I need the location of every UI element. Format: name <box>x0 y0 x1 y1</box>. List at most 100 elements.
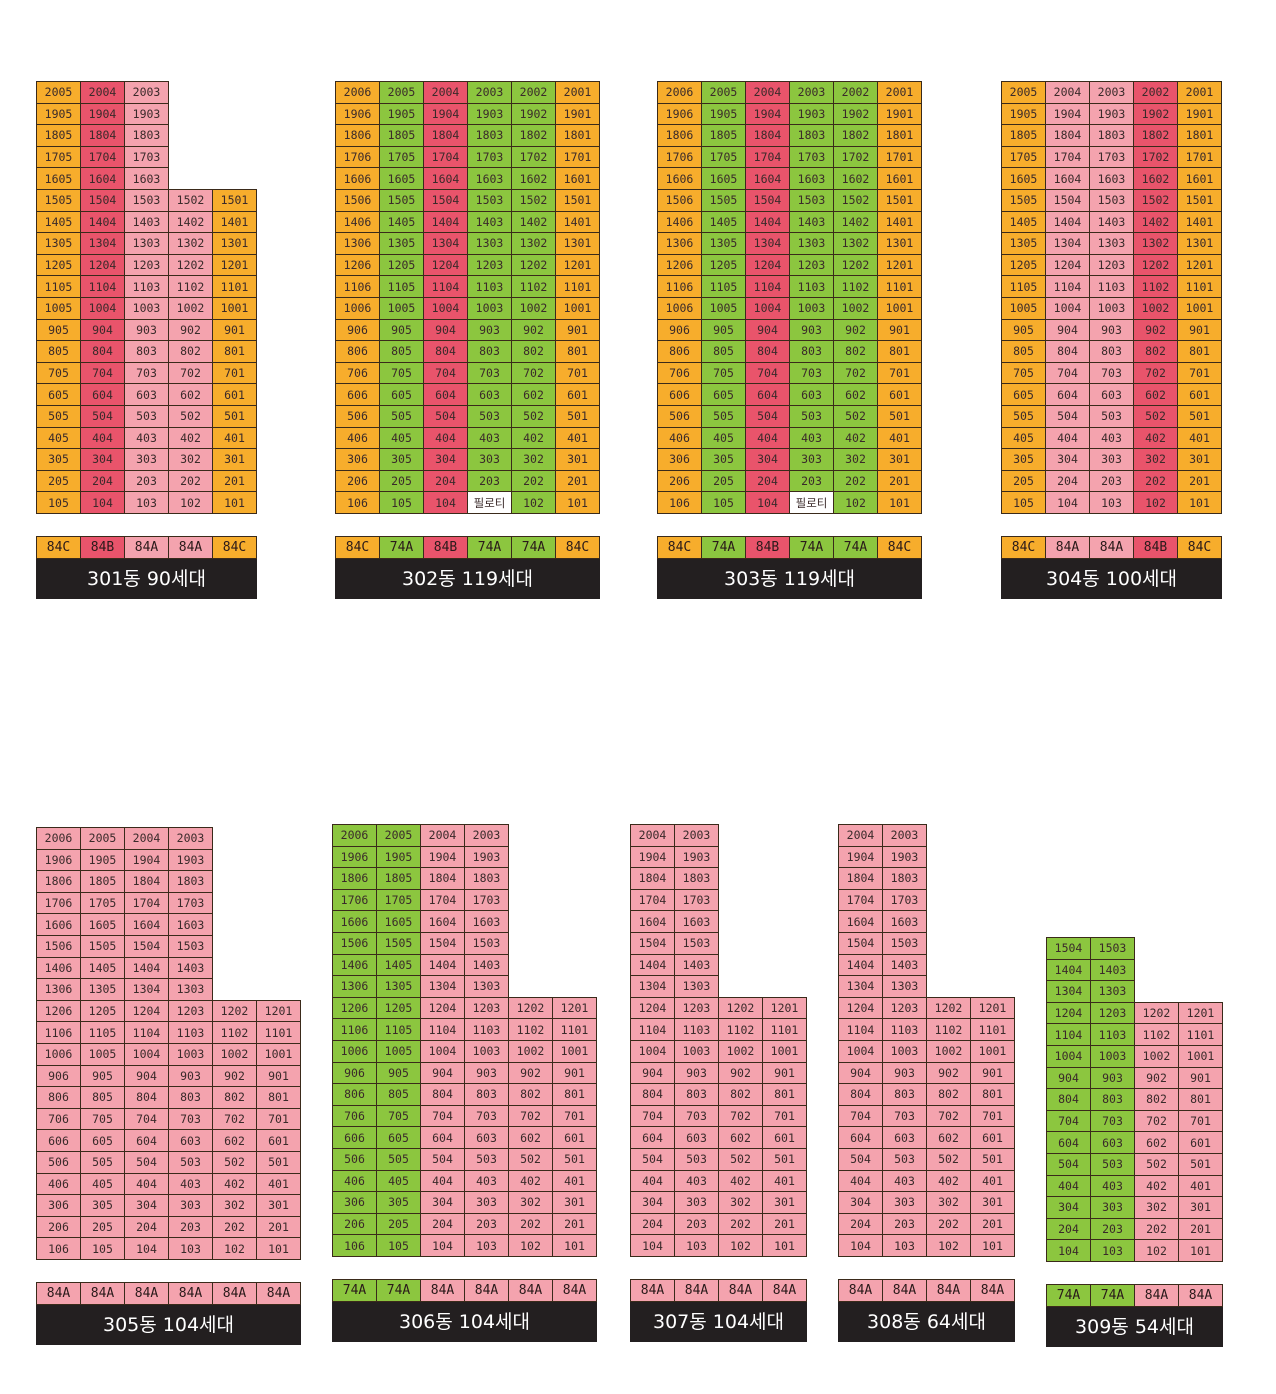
unit-cell: 201 <box>555 469 600 493</box>
unit-cell: 1204 <box>745 253 790 277</box>
unit-type-cell: 84C <box>335 535 380 559</box>
empty-cell <box>971 889 1015 911</box>
empty-cell <box>213 957 257 979</box>
unit-cell: 401 <box>1178 1174 1223 1198</box>
unit-cell: 1205 <box>376 996 421 1020</box>
empty-cell <box>213 103 257 125</box>
unit-cell: 1201 <box>1177 253 1222 277</box>
unit-type-cell: 84A <box>762 1278 807 1302</box>
unit-cell: 1103 <box>467 275 512 298</box>
unit-cell: 1604 <box>80 167 125 190</box>
building-307: 2004 2003 1904 1903 1804 1803 1704 1703 1604 1603… <box>630 824 807 1342</box>
unit-cell: 105 <box>376 1234 421 1257</box>
unit-cell: 401 <box>256 1172 301 1196</box>
unit-cell: 705 <box>379 361 424 385</box>
unit-cell: 1004 <box>420 1039 465 1063</box>
unit-cell: 2003 <box>882 824 927 847</box>
unit-cell: 1504 <box>1045 188 1090 212</box>
unit-cell: 1002 <box>511 296 556 320</box>
unit-cell: 2004 <box>630 824 675 847</box>
unit-cell: 1604 <box>124 913 169 936</box>
unit-cell: 104 <box>838 1234 883 1257</box>
unit-cell: 506 <box>657 404 702 428</box>
unit-cell: 1104 <box>630 1018 675 1041</box>
unit-cell: 1901 <box>555 102 600 126</box>
unit-cell: 1804 <box>630 867 675 890</box>
unit-cell: 401 <box>552 1169 597 1193</box>
unit-cell: 802 <box>1134 1088 1179 1111</box>
unit-cell: 1906 <box>332 845 377 869</box>
unit-cell: 503 <box>674 1147 719 1171</box>
unit-cell: 1901 <box>877 102 922 126</box>
unit-cell: 204 <box>80 469 125 493</box>
unit-cell: 201 <box>1178 1217 1223 1241</box>
unit-cell: 501 <box>256 1150 301 1174</box>
unit-cell: 1003 <box>789 296 834 320</box>
unit-cell: 904 <box>420 1061 465 1085</box>
unit-cell: 2003 <box>464 824 509 847</box>
unit-cell: 401 <box>877 426 922 450</box>
unit-cell: 301 <box>1177 448 1222 471</box>
unit-cell: 1504 <box>420 931 465 955</box>
unit-cell: 1104 <box>80 275 125 298</box>
unit-cell: 1702 <box>833 145 878 169</box>
unit-type-row: 84C 74A 84B 74A 74A 84C <box>657 535 922 559</box>
building-label: 306동 104세대 <box>332 1301 597 1342</box>
unit-cell: 405 <box>701 426 746 450</box>
unit-cell: 903 <box>1089 318 1134 342</box>
unit-cell: 1605 <box>80 913 125 936</box>
unit-cell: 105 <box>1001 491 1046 514</box>
unit-cell: 1402 <box>511 210 556 234</box>
unit-type-cell: 84A <box>552 1278 597 1302</box>
unit-cell: 603 <box>467 383 512 406</box>
unit-cell: 904 <box>1046 1066 1091 1090</box>
unit-cell: 702 <box>168 361 213 385</box>
unit-cell: 1906 <box>657 102 702 126</box>
unit-cell: 1706 <box>335 145 380 169</box>
unit-grid: 2005 2004 2003 2002 2001 1905 1904 1903 1902 1901… <box>1001 81 1222 514</box>
empty-cell <box>213 871 257 893</box>
unit-cell: 103 <box>674 1234 719 1257</box>
unit-type-cell: 84C <box>36 535 81 559</box>
unit-cell: 1006 <box>335 296 380 320</box>
unit-cell: 902 <box>926 1061 971 1085</box>
unit-cell: 1705 <box>1001 145 1046 169</box>
unit-cell: 2005 <box>80 827 125 850</box>
unit-cell: 203 <box>1089 469 1134 493</box>
unit-cell: 2006 <box>332 824 377 847</box>
unit-cell: 1203 <box>467 253 512 277</box>
unit-cell: 104 <box>124 1237 169 1260</box>
unit-type-cell: 84A <box>464 1278 509 1302</box>
unit-cell: 602 <box>833 383 878 406</box>
empty-cell <box>971 932 1015 954</box>
unit-cell: 1101 <box>762 1018 807 1041</box>
unit-cell: 1303 <box>1089 232 1134 255</box>
unit-cell: 401 <box>762 1169 807 1193</box>
unit-cell: 1402 <box>833 210 878 234</box>
unit-cell: 903 <box>882 1061 927 1085</box>
unit-cell: 101 <box>552 1234 597 1257</box>
unit-cell: 401 <box>555 426 600 450</box>
unit-cell: 402 <box>212 1172 257 1196</box>
unit-cell: 506 <box>335 404 380 428</box>
unit-cell: 1904 <box>745 102 790 126</box>
empty-cell <box>257 849 301 871</box>
unit-cell: 703 <box>467 361 512 385</box>
unit-cell: 702 <box>926 1104 971 1128</box>
unit-cell: 1105 <box>80 1021 125 1044</box>
unit-cell: 1203 <box>882 996 927 1020</box>
unit-cell: 1802 <box>1133 124 1178 147</box>
unit-cell: 201 <box>970 1212 1015 1236</box>
empty-cell <box>763 825 807 847</box>
unit-cell: 202 <box>511 469 556 493</box>
building-305: 2006 2005 2004 2003 1906 1905 1904 1903 1806 1805… <box>36 827 301 1345</box>
unit-cell: 1604 <box>745 167 790 190</box>
unit-cell: 704 <box>420 1104 465 1128</box>
unit-type-cell: 84C <box>555 535 600 559</box>
unit-cell: 1903 <box>168 848 213 872</box>
unit-cell: 1603 <box>467 167 512 190</box>
unit-type-row: 84A 84A 84A 84A <box>630 1278 807 1302</box>
empty-cell <box>213 914 257 936</box>
unit-cell: 1904 <box>124 848 169 872</box>
unit-cell: 2001 <box>1177 81 1222 104</box>
